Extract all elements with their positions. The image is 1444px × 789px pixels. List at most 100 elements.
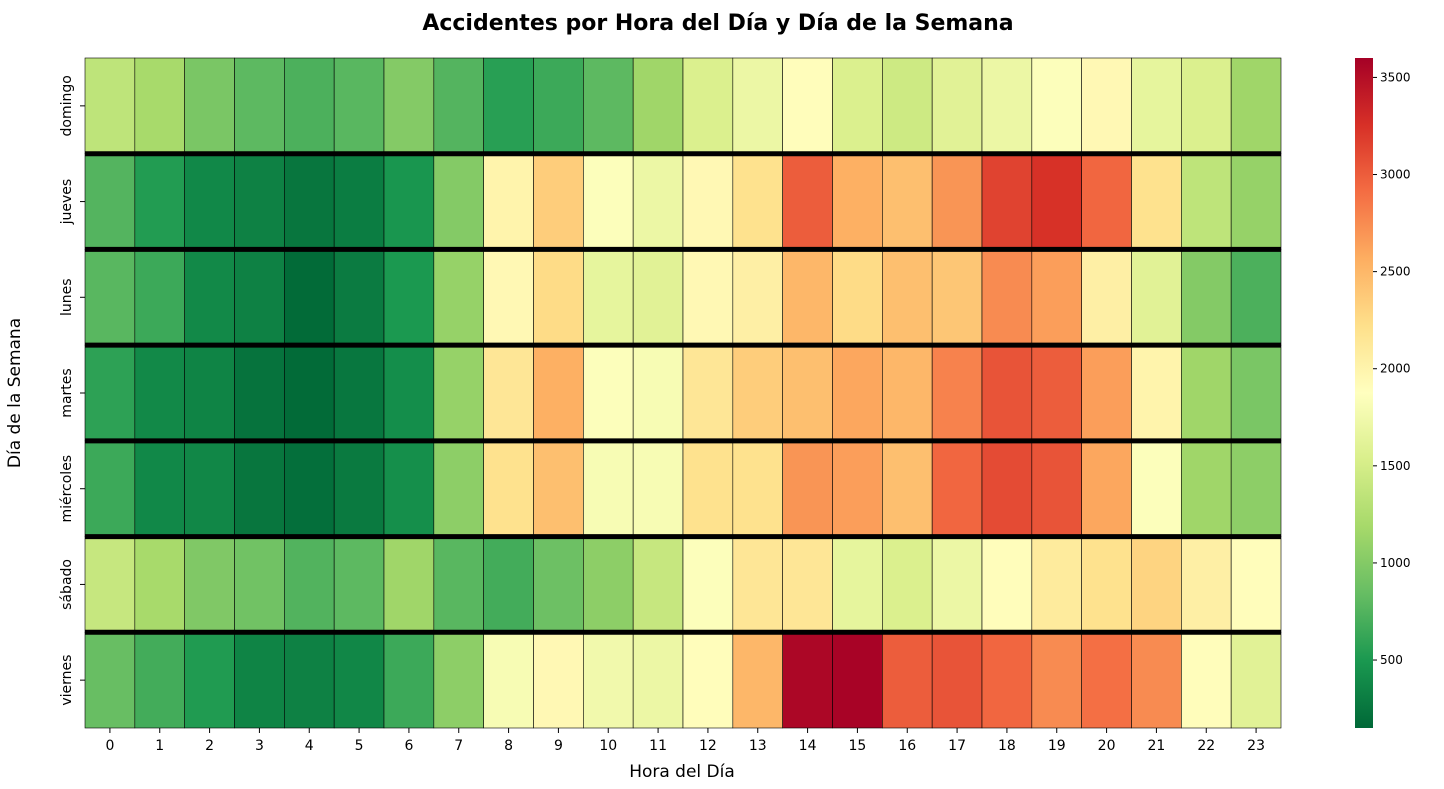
heatmap-cell [184,631,235,729]
heatmap-cell [832,536,883,633]
heatmap-cell [732,536,783,633]
heatmap-cell [383,57,435,155]
heatmap-cell [1181,57,1232,155]
x-tick-label: 23 [1247,738,1265,754]
heatmap-cell [981,153,1033,250]
heatmap-cell [1131,631,1182,729]
heatmap-cell [234,344,285,442]
heatmap-cell [433,536,484,633]
heatmap-cell [134,153,185,250]
heatmap-cell [383,536,435,633]
heatmap-cell [483,440,534,537]
heatmap-cell [1181,440,1232,537]
x-tick-label: 22 [1197,738,1215,754]
heatmap-cell [632,440,684,537]
x-tick-label: 11 [649,738,667,754]
heatmap-cell [184,344,235,442]
heatmap-cell [931,536,983,633]
colorbar-tick-label: 2000 [1380,362,1411,376]
heatmap-cells [84,57,1282,729]
heatmap-cell [1131,536,1182,633]
heatmap-cell [1131,249,1182,346]
x-tick-label: 12 [699,738,717,754]
heatmap-cell [284,344,335,442]
heatmap-cell [1230,631,1282,729]
heatmap-cell [931,440,983,537]
heatmap-cell [1081,631,1132,729]
heatmap-cell [1181,153,1232,250]
colorbar-tick-label: 1500 [1380,459,1411,473]
heatmap-cell [732,440,783,537]
heatmap-cell [84,249,136,346]
heatmap-cell [583,440,634,537]
heatmap-cell [333,344,385,442]
heatmap-cell [732,631,783,729]
x-tick-label: 15 [849,738,867,754]
heatmap-cell [1031,249,1082,346]
heatmap-cell [1081,440,1132,537]
heatmap-cell [433,344,484,442]
heatmap-cell [533,57,584,155]
heatmap-cell [1081,249,1132,346]
heatmap-cell [682,57,734,155]
heatmap-cell [483,57,534,155]
heatmap-cell [632,631,684,729]
heatmap-cell [832,344,883,442]
heatmap-cell [1131,57,1182,155]
y-tick-label: sábado [59,559,75,610]
y-tick-label: lunes [59,279,75,317]
x-tick-label: 9 [554,738,563,754]
heatmap-cell [234,57,285,155]
heatmap-cell [732,344,783,442]
heatmap-cell [1181,344,1232,442]
heatmap-cell [234,631,285,729]
heatmap-cell [632,249,684,346]
y-tick-label: jueves [59,179,75,226]
heatmap-cell [583,344,634,442]
heatmap-cell [1081,536,1132,633]
heatmap-cell [134,536,185,633]
heatmap-cell [583,249,634,346]
heatmap-cell [583,536,634,633]
heatmap-cell [1081,57,1132,155]
heatmap-cell [284,440,335,537]
heatmap-cell [1131,440,1182,537]
x-tick-label: 7 [454,738,463,754]
heatmap-cell [433,440,484,537]
heatmap-cell [682,440,734,537]
heatmap-cell [981,344,1033,442]
heatmap-cell [882,631,933,729]
heatmap-cell [1031,57,1082,155]
heatmap-cell [882,440,933,537]
heatmap-cell [981,249,1033,346]
heatmap-cell [832,57,883,155]
heatmap-cell [184,153,235,250]
heatmap-cell [84,536,136,633]
heatmap-cell [234,440,285,537]
heatmap-cell [1031,631,1082,729]
x-tick-label: 21 [1148,738,1166,754]
heatmap-cell [1230,536,1282,633]
heatmap-cell [483,344,534,442]
x-tick-label: 17 [948,738,966,754]
colorbar-tick-label: 500 [1380,653,1403,667]
heatmap-cell [882,57,933,155]
heatmap-cell [682,631,734,729]
heatmap-cell [882,536,933,633]
heatmap-cell [1131,153,1182,250]
heatmap-cell [84,57,136,155]
heatmap-cell [1181,536,1232,633]
heatmap-cell [134,631,185,729]
x-tick-label: 3 [255,738,264,754]
heatmap-cell [483,153,534,250]
heatmap-cell [234,249,285,346]
y-tick-label: viernes [59,655,75,706]
heatmap-cell [682,153,734,250]
x-tick-label: 16 [898,738,916,754]
heatmap-cell [782,631,833,729]
y-tick-label: martes [59,368,75,417]
heatmap-cell [583,57,634,155]
heatmap-cell [931,153,983,250]
heatmap-cell [583,153,634,250]
heatmap-cell [333,249,385,346]
